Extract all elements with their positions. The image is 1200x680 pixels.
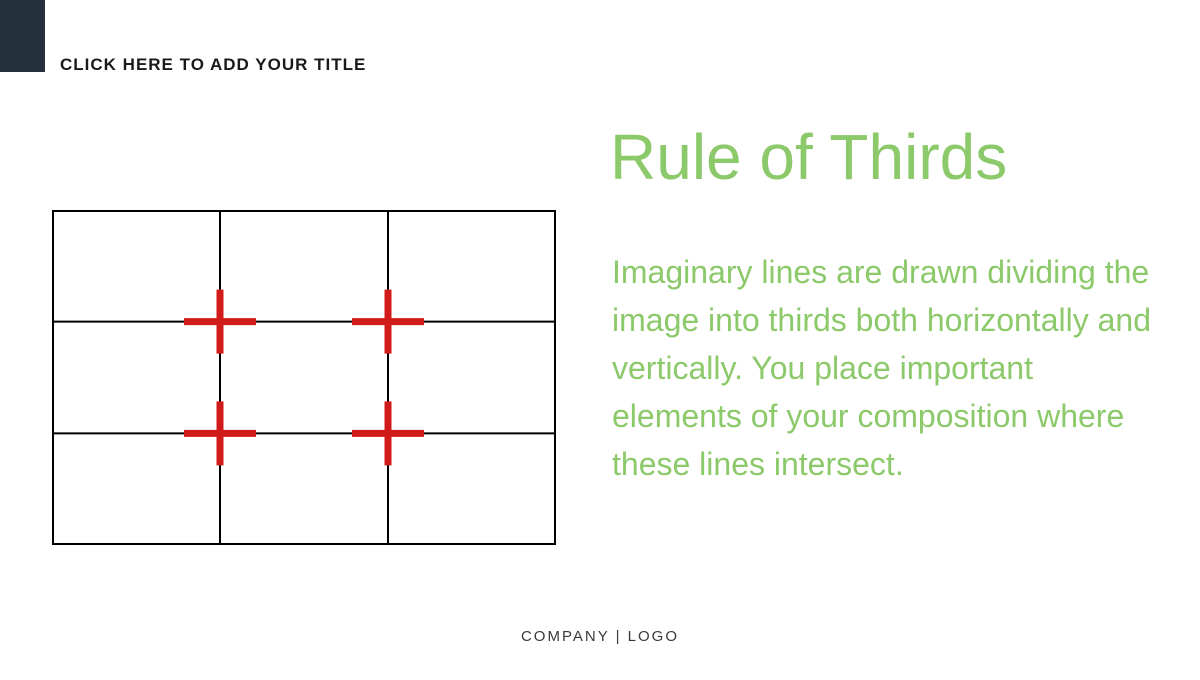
content-heading: Rule of Thirds <box>610 120 1007 194</box>
footer-text: COMPANY | LOGO <box>0 628 1200 645</box>
slide-title-placeholder[interactable]: CLICK HERE TO ADD YOUR TITLE <box>60 55 366 75</box>
accent-square <box>0 0 45 72</box>
rule-of-thirds-diagram <box>52 210 556 545</box>
slide: CLICK HERE TO ADD YOUR TITLE Rule of Thi… <box>0 0 1200 680</box>
content-body: Imaginary lines are drawn dividing the i… <box>612 248 1152 488</box>
